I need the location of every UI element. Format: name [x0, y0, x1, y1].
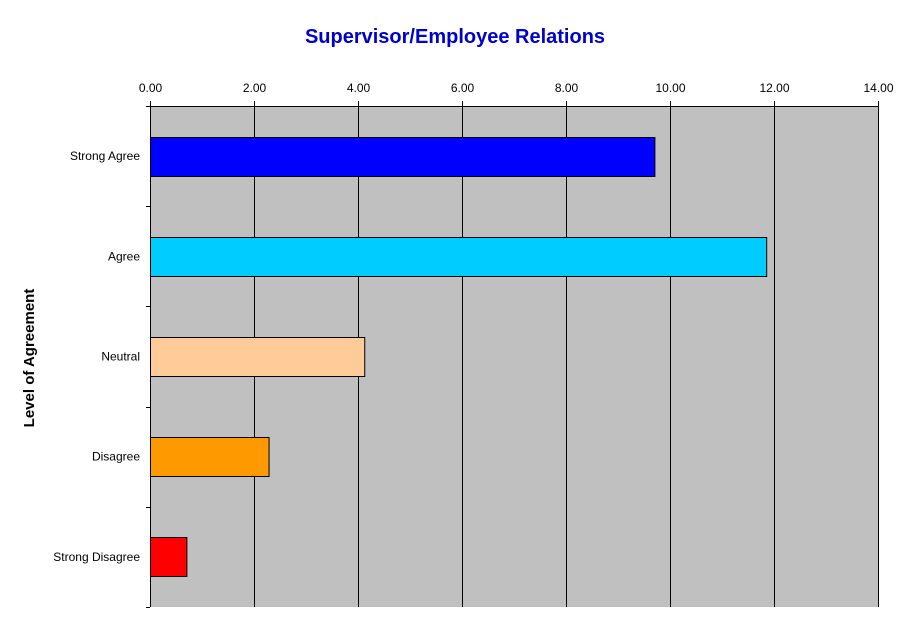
category-label: Neutral [101, 350, 140, 364]
bar [150, 137, 656, 177]
x-tick-label: 10.00 [655, 81, 685, 95]
category-label: Strong Agree [70, 149, 140, 163]
bars [150, 137, 768, 577]
x-tick-label: 14.00 [863, 81, 893, 95]
category-label: Strong Disagree [53, 550, 140, 564]
x-tick-label: 12.00 [759, 81, 789, 95]
bar [150, 537, 188, 577]
x-tick-label: 8.00 [555, 81, 579, 95]
x-tick-label: 4.00 [347, 81, 371, 95]
axes [146, 106, 878, 608]
category-label: Agree [108, 249, 140, 263]
bar [150, 237, 768, 277]
category-labels: Strong Agree Agree Neutral Disagree Strong D… [53, 149, 140, 564]
x-tick-label: 2.00 [243, 81, 267, 95]
chart-title: Supervisor/Employee Relations [305, 26, 605, 48]
bar [150, 337, 366, 377]
x-tick-label: 0.00 [139, 81, 163, 95]
x-axis-ticks: 0.00 2.00 4.00 6.00 8.00 10.00 12.00 14.00 [139, 81, 894, 106]
y-axis-title: Level of Agreement [21, 289, 38, 428]
x-tick-label: 6.00 [451, 81, 475, 95]
category-label: Disagree [92, 450, 140, 464]
bar [150, 437, 270, 477]
